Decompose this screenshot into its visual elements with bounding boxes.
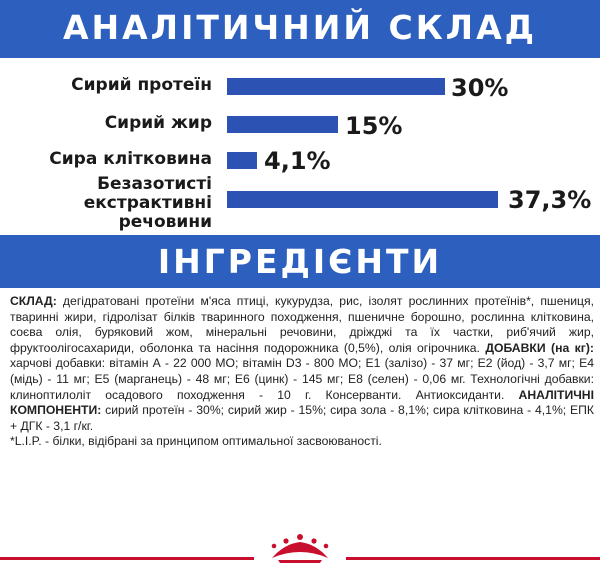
components-text: сирий протеїн - 30%; сирий жир - 15%; си… bbox=[10, 403, 594, 433]
value-fibre: 4,1% bbox=[264, 147, 331, 175]
additives-label: ДОБАВКИ (на кг): bbox=[485, 340, 594, 355]
analysis-row-protein: Сирий протеїн 30% bbox=[0, 74, 600, 102]
composition-text: дегідратовані протеїни м'яса птиці, куку… bbox=[10, 294, 594, 355]
row-label-fibre: Сира клітковина bbox=[49, 149, 212, 169]
row-label-nfe: Безазотисті екстрактивні речовини bbox=[83, 174, 212, 232]
additives-text: харчові добавки: вітамін А - 22 000 МО; … bbox=[10, 356, 594, 402]
brand-logo bbox=[254, 532, 346, 572]
bar-protein bbox=[227, 78, 445, 95]
ingredients-text-block: СКЛАД: дегідратовані протеїни м'яса птиц… bbox=[10, 294, 594, 450]
composition-label: СКЛАД: bbox=[10, 294, 57, 308]
analysis-title-banner: АНАЛІТИЧНИЙ СКЛАД bbox=[0, 0, 600, 58]
analysis-row-nfe: Безазотисті екстрактивні речовини 37,3% bbox=[0, 174, 600, 232]
value-nfe: 37,3% bbox=[508, 186, 592, 214]
value-protein: 30% bbox=[451, 74, 509, 102]
footnote: *L.I.P. - білки, відібрані за принципом … bbox=[10, 434, 382, 449]
bar-nfe bbox=[227, 191, 498, 208]
bar-fibre bbox=[227, 152, 257, 169]
analysis-title: АНАЛІТИЧНИЙ СКЛАД bbox=[62, 8, 538, 47]
ingredients-title: ІНГРЕДІЄНТИ bbox=[157, 242, 443, 281]
royal-canin-crown-icon bbox=[271, 534, 329, 563]
analysis-row-fibre: Сира клітковина 4,1% bbox=[0, 147, 600, 175]
value-fat: 15% bbox=[345, 112, 403, 140]
components-label: АНАЛІТИЧНІ КОМПОНЕНТИ: bbox=[10, 387, 594, 418]
row-label-protein: Сирий протеїн bbox=[71, 75, 212, 95]
ingredients-title-banner: ІНГРЕДІЄНТИ bbox=[0, 235, 600, 288]
row-label-fat: Сирий жир bbox=[104, 113, 212, 133]
bar-fat bbox=[227, 116, 338, 133]
analysis-row-fat: Сирий жир 15% bbox=[0, 111, 600, 140]
